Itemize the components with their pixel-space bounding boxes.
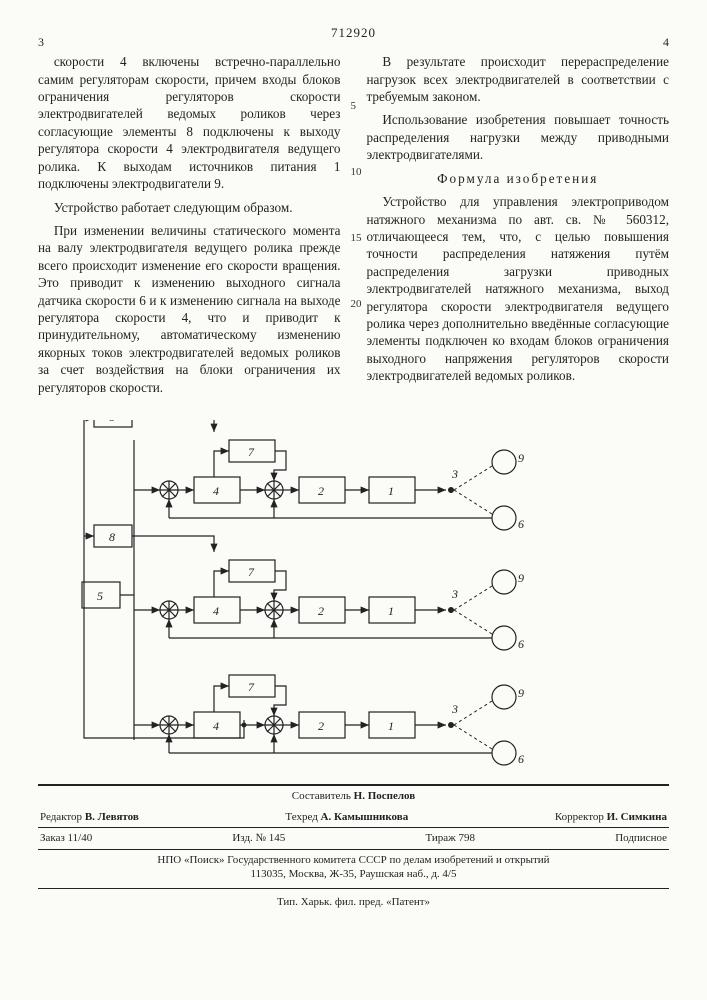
svg-text:8: 8 (109, 420, 115, 424)
block-diagram: 4 2 1 7 (74, 420, 634, 770)
corrector: Корректор И. Симкина (555, 810, 667, 825)
text-columns: 3 скорости 4 включены встречно-параллель… (38, 53, 669, 402)
order-no: Заказ 11/40 (40, 831, 92, 846)
print-run-row: Заказ 11/40 Изд. № 145 Тираж 798 Подписн… (38, 827, 669, 850)
svg-text:5: 5 (97, 589, 103, 603)
ln-20: 20 (351, 297, 362, 312)
podpis: Подписное (615, 831, 667, 846)
ln-5: 5 (351, 99, 357, 114)
svg-text:8: 8 (109, 530, 115, 544)
compiler: Составитель Н. Поспелов (292, 789, 415, 804)
para-r2: Использование изобретения повышает точно… (367, 111, 670, 163)
formula-title: Формула изобретения (367, 170, 670, 187)
para-formula: Устройство для управления электроприводо… (367, 193, 670, 385)
org-addr: 113035, Москва, Ж-35, Раушская наб., д. … (38, 867, 669, 882)
typography-line: Тип. Харьк. фил. пред. «Патент» (38, 889, 669, 910)
credits-row: Редактор В. Левятов Техред А. Камышников… (38, 807, 669, 828)
patent-page: 712920 3 скорости 4 включены встречно-па… (0, 0, 707, 1000)
techred: Техред А. Камышникова (285, 810, 408, 825)
imprint-footer: Составитель Н. Поспелов Редактор В. Левя… (38, 784, 669, 909)
para-r1: В результате происходит перераспределени… (367, 53, 670, 105)
org-address: НПО «Поиск» Государственного комитета СС… (38, 850, 669, 888)
para-l1: скорости 4 включены встречно-параллельно… (38, 53, 341, 192)
compiler-row: Составитель Н. Поспелов (38, 786, 669, 807)
para-l3: При изменении величины статического моме… (38, 222, 341, 396)
right-column: 4 5 10 15 20 В результате происходит пер… (367, 53, 670, 402)
patent-number: 712920 (38, 24, 669, 41)
editor: Редактор В. Левятов (40, 810, 139, 825)
page-num-left: 3 (38, 35, 44, 51)
page-num-right: 4 (663, 35, 669, 51)
tirazh: Тираж 798 (425, 831, 475, 846)
para-l2: Устройство работает следующим образом. (38, 199, 341, 216)
ln-15: 15 (351, 231, 362, 246)
ln-10: 10 (351, 165, 362, 180)
org-name: НПО «Поиск» Государственного комитета СС… (38, 853, 669, 868)
izd-no: Изд. № 145 (232, 831, 285, 846)
left-column: 3 скорости 4 включены встречно-параллель… (38, 53, 341, 402)
